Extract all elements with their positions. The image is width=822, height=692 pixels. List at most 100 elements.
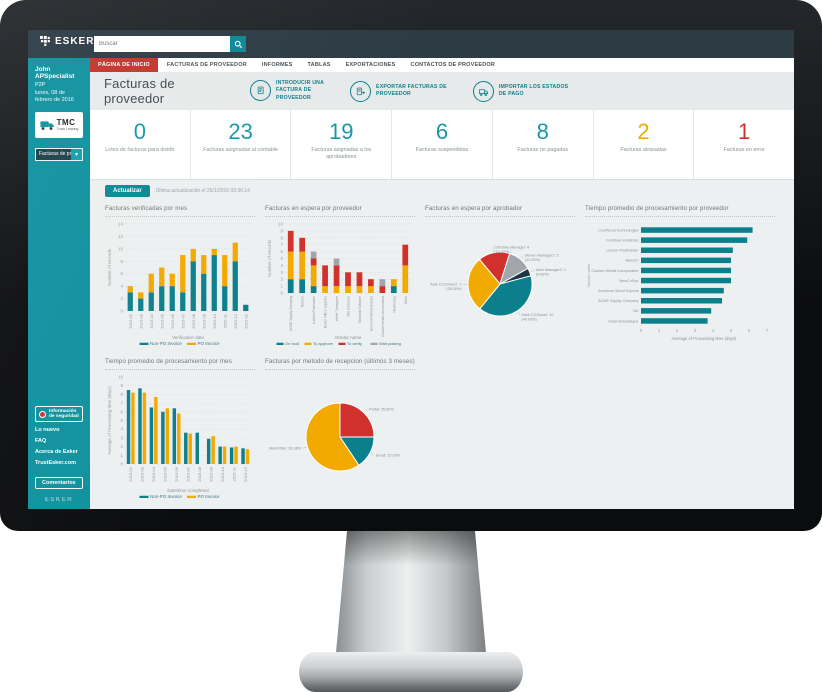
tab-tablas[interactable]: TABLAS [307,62,331,68]
sidebar-link-faq[interactable]: FAQ [35,438,47,444]
user-role: P2P [35,82,46,88]
comentarios-button[interactable]: Comentarios [35,477,83,489]
svg-text:Mark CCOwner: 10: Mark CCOwner: 10 [522,313,554,317]
kpi-asignadas-al-contable[interactable]: 23 Facturas asignadas al contable [191,110,292,179]
svg-text:6: 6 [748,328,751,333]
actualizar-button[interactable]: Actualizar [105,185,150,197]
magnifier-icon [234,40,242,48]
svg-text:2: 2 [120,444,123,449]
import-payment-status-label: IMPORTAR LOS ESTADOS DE PAGO [498,83,569,97]
svg-text:(12.00%): (12.00%) [525,258,541,262]
page-title: Facturas de proveedor [104,76,175,106]
tab-facturas-de-proveedor[interactable]: FACTURAS DE PROVEEDOR [166,62,247,68]
tab-informes[interactable]: INFORMES [261,62,293,68]
svg-text:PO Invoice: PO Invoice [198,494,221,499]
svg-text:London Postmaster: London Postmaster [606,249,639,253]
chart-title: Facturas verificadas por mes [105,205,255,218]
svg-text:2015-09: 2015-09 [208,467,213,482]
svg-text:To approve: To approve [313,341,334,346]
chevron-down-icon[interactable]: ▾ [71,149,82,161]
chart-title: Facturas en espera por aprobador [425,205,575,218]
svg-text:2015-09: 2015-09 [201,314,206,329]
svg-text:Custom Metals Incorporated: Custom Metals Incorporated [381,296,385,337]
svg-text:Email: 15.63%: Email: 15.63% [376,454,401,458]
svg-text:5: 5 [730,328,733,333]
svg-text:2: 2 [120,296,123,301]
svg-text:2015-02: 2015-02 [128,314,133,329]
svg-text:7: 7 [120,401,123,406]
module-dropdown[interactable]: Facturas de proveedor ▾ [35,148,83,162]
chart-panel-metodo-recepcion: Facturas por metodo de recepcion (último… [265,358,415,502]
svg-text:2015-04: 2015-04 [151,467,156,482]
sidebar-footer: Información de seguridad Lo nuevo FAQ Ac… [35,406,83,503]
svg-text:2015-08: 2015-08 [191,314,196,329]
invoice-export-icon [350,80,372,102]
sidebar: John APSpecialist P2P lunes, 08 de febre… [28,58,90,509]
introduce-invoice-button[interactable]: INTRODUCIR UNA FACTURA DE PROVEEDOR [250,80,325,102]
kpi-atrasadas[interactable]: 2 Facturas atrasadas [594,110,695,179]
chart-title: Facturas por metodo de recepcion (último… [265,358,415,371]
screen: ESKER John APSpecialist P2P lunes, 08 de… [28,30,794,509]
svg-text:5: 5 [120,418,123,423]
svg-text:2015-07: 2015-07 [180,314,185,329]
svg-text:8: 8 [120,259,123,264]
kpi-asignadas-a-aprobadores[interactable]: 19 Facturas asignadas a los aprobadores [291,110,393,179]
kpi-row: 0 Lotes de facturas para dividir 23 Factur… [90,110,794,180]
svg-text:On hold: On hold [285,341,299,346]
svg-text:10: 10 [118,375,124,380]
svg-text:Non-PO Invoice: Non-PO Invoice [150,494,182,499]
svg-text:Christine Manager: 4: Christine Manager: 4 [494,246,529,250]
security-label: Información de seguridad [49,409,79,419]
svg-text:CoolWood Technologies: CoolWood Technologies [598,229,638,233]
chart-panel-espera-aprobador: Facturas en espera por aprobador Christi… [425,205,575,349]
security-info-badge[interactable]: Información de seguridad [35,406,83,422]
svg-text:NewCoSup: NewCoSup [620,279,639,283]
search-button[interactable] [230,36,246,52]
kpi-no-pagadas[interactable]: 8 Facturas no pagadas [493,110,594,179]
svg-text:2015-12: 2015-12 [243,467,248,482]
svg-text:3: 3 [120,436,123,441]
monitor-stand-neck [335,531,487,655]
svg-text:0: 0 [120,462,123,467]
svg-text:Alice Manager2: 1: Alice Manager2: 1 [536,268,566,272]
svg-text:2015-05: 2015-05 [163,467,168,482]
kpi-suspendidas[interactable]: 6 Facturas suspendidas [392,110,493,179]
svg-text:2015-07: 2015-07 [186,467,191,482]
svg-text:Non-PO Invoice: Non-PO Invoice [150,341,182,346]
kpi-lotes-para-dividir[interactable]: 0 Lotes de facturas para dividir [90,110,191,179]
svg-text:14: 14 [118,222,124,227]
chart-panel-tiempo-proveedor: Tiempo promedio de procesamiento por pro… [585,205,775,349]
chart-panel-facturas-verificadas: Facturas verificadas por mes 0 2 4 6 8 10 12 14… [105,205,255,349]
sidebar-link-acerca-de-esker[interactable]: Acerca de Esker [35,449,78,455]
svg-text:8: 8 [120,392,123,397]
sidebar-link-lo-nuevo[interactable]: Lo nuevo [35,427,60,433]
svg-text:Furniture Industries: Furniture Industries [606,239,638,243]
brand-text: ESKER [55,36,95,47]
tab-contactos-de-proveedor[interactable]: CONTACTOS DE PROVEEDOR [410,62,496,68]
svg-text:Steven Manager2: 3: Steven Manager2: 3 [525,254,559,258]
svg-text:PO Invoice: PO Invoice [198,341,221,346]
svg-text:2015-03: 2015-03 [138,314,143,329]
tab-pagina-de-inicio[interactable]: PÁGINA DE INICIO [90,58,158,72]
kpi-en-error[interactable]: 1 Facturas en error [723,119,765,153]
search-bar [94,36,246,52]
svg-text:2015-08: 2015-08 [197,467,202,482]
chart-title: Facturas en espera por proveedor [265,205,415,218]
svg-text:NewCoSup: NewCoSup [392,296,396,313]
svg-text:To verify: To verify [347,341,362,346]
import-payment-status-button[interactable]: IMPORTAR LOS ESTADOS DE PAGO [472,80,569,102]
sidebar-link-trustesker[interactable]: TrustEsker.com [35,460,76,466]
svg-text:Dial Concerns: Dial Concerns [347,296,351,317]
esker-watermark: ESKER [44,497,74,503]
introduce-invoice-label: INTRODUCIR UNA FACTURA DE PROVEEDOR [276,80,325,101]
tab-exportaciones[interactable]: EXPORTACIONES [345,62,396,68]
export-invoices-button[interactable]: EXPORTAR FACTURAS DE PROVEEDOR [350,80,447,102]
search-input[interactable] [94,36,230,52]
chart-panel-espera-proveedor: Facturas en espera por proveedor 0 1 2 3 4 5 6… [265,205,415,349]
page-header: Facturas de proveedor INTRODUCIR UNA FACT… [90,72,794,110]
svg-text:ACME Supply Company: ACME Supply Company [598,299,639,303]
svg-text:2015-06: 2015-06 [174,467,179,482]
svg-text:9: 9 [120,384,123,389]
chart-title: Tiempo promedio de procesamiento por pro… [585,205,775,218]
